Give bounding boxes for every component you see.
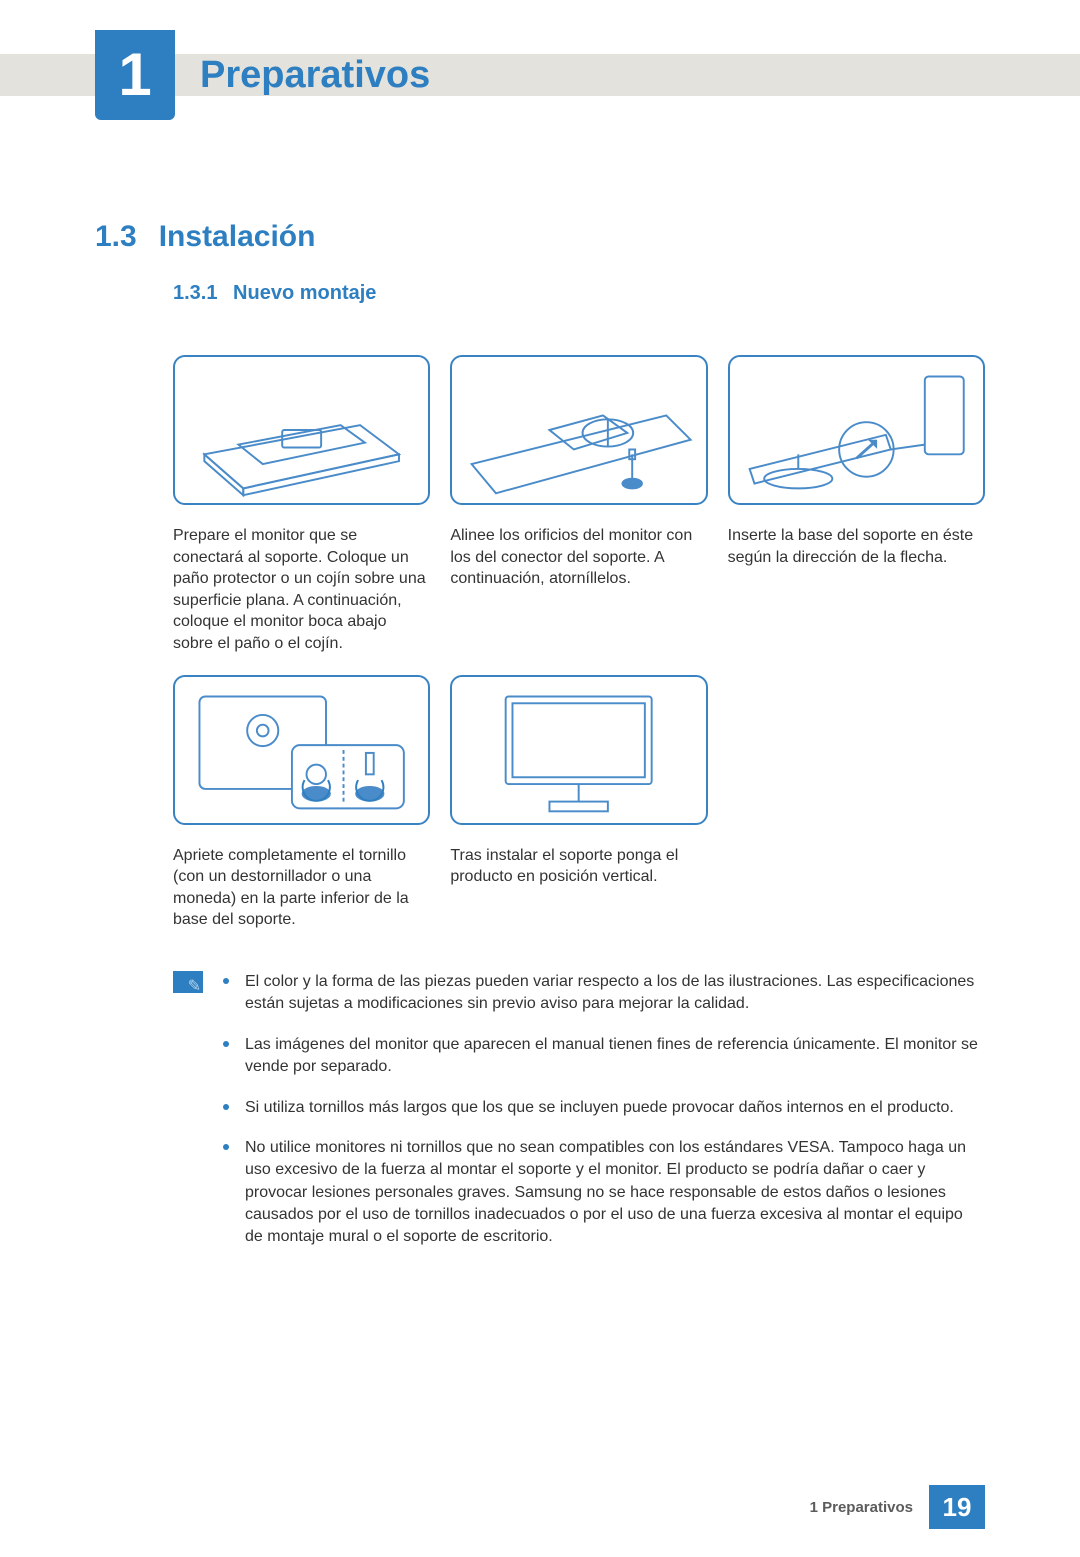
- note-item: El color y la forma de las piezas pueden…: [223, 971, 985, 1016]
- step-text: Tras instalar el soporte ponga el produc…: [450, 845, 707, 888]
- step-text: Apriete completamente el tornillo (con u…: [173, 845, 430, 931]
- steps-grid: Prepare el monitor que se conectará al s…: [173, 355, 985, 931]
- step-illustration-3: [728, 355, 985, 505]
- step-cell: Apriete completamente el tornillo (con u…: [173, 675, 430, 931]
- empty-cell: [728, 675, 985, 931]
- note-item: Las imágenes del monitor que aparecen el…: [223, 1034, 985, 1079]
- step-text: Alinee los orificios del monitor con los…: [450, 525, 707, 590]
- chapter-number-badge: 1: [95, 30, 175, 120]
- note-item: Si utiliza tornillos más largos que los …: [223, 1097, 985, 1119]
- monitor-facedown-icon: [175, 357, 428, 503]
- note-item: No utilice monitores ni tornillos que no…: [223, 1137, 985, 1249]
- step-illustration-1: [173, 355, 430, 505]
- section-title: Instalación: [159, 220, 316, 254]
- step-text: Prepare el monitor que se conectará al s…: [173, 525, 430, 655]
- step-cell: Prepare el monitor que se conectará al s…: [173, 355, 430, 655]
- subsection-heading: 1.3.1 Nuevo montaje: [173, 282, 985, 305]
- step-illustration-5: [450, 675, 707, 825]
- note-block: El color y la forma de las piezas pueden…: [173, 971, 985, 1267]
- chapter-title: Preparativos: [200, 54, 430, 97]
- section-number: 1.3: [95, 220, 137, 254]
- page-content: 1.3 Instalación 1.3.1 Nuevo montaje Pre: [0, 120, 1080, 1267]
- section-heading: 1.3 Instalación: [95, 220, 985, 254]
- insert-base-icon: [730, 357, 983, 503]
- step-illustration-4: [173, 675, 430, 825]
- subsection-title: Nuevo montaje: [233, 282, 376, 304]
- footer-page-number: 19: [929, 1485, 985, 1529]
- note-icon: [173, 971, 203, 993]
- tighten-screw-icon: [175, 677, 428, 823]
- align-screw-icon: [452, 357, 705, 503]
- step-illustration-2: [450, 355, 707, 505]
- page-footer: 1 Preparativos 19: [810, 1485, 985, 1529]
- step-cell: Inserte la base del soporte en éste segú…: [728, 355, 985, 655]
- page-header: 1 Preparativos: [0, 30, 1080, 120]
- subsection-number: 1.3.1: [173, 282, 217, 304]
- step-cell: Alinee los orificios del monitor con los…: [450, 355, 707, 655]
- step-text: Inserte la base del soporte en éste segú…: [728, 525, 985, 568]
- note-list: El color y la forma de las piezas pueden…: [223, 971, 985, 1267]
- upright-monitor-icon: [452, 677, 705, 823]
- step-cell: Tras instalar el soporte ponga el produc…: [450, 675, 707, 931]
- footer-chapter-label: 1 Preparativos: [810, 1499, 913, 1516]
